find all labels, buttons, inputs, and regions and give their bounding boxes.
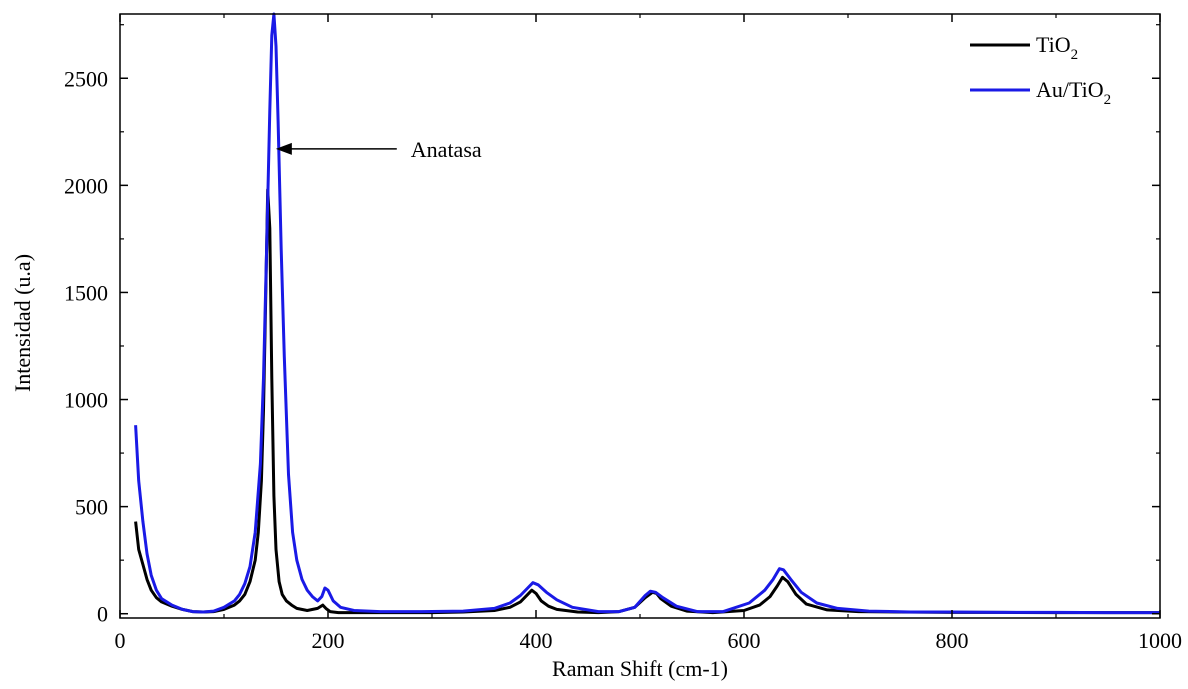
x-axis-title: Raman Shift (cm-1) (552, 656, 728, 681)
annotation-label: Anatasa (411, 137, 482, 162)
plot-area (134, 12, 1160, 615)
x-tick-label: 600 (728, 628, 761, 653)
x-tick-label: 800 (936, 628, 969, 653)
y-tick-label: 500 (75, 495, 108, 520)
y-tick-label: 1500 (64, 280, 108, 305)
x-tick-label: 0 (115, 628, 126, 653)
x-tick-label: 400 (520, 628, 553, 653)
y-tick-label: 1000 (64, 388, 108, 413)
legend: TiO2 Au/TiO2 (970, 32, 1111, 108)
y-tick-label: 2000 (64, 173, 108, 198)
x-tick-label: 1000 (1138, 628, 1182, 653)
y-axis-title: Intensidad (u.a) (10, 254, 35, 392)
legend-label-tio2: TiO2 (1036, 32, 1078, 63)
legend-label-au-tio2: Au/TiO2 (1036, 77, 1111, 108)
annotation-arrow-head (275, 142, 292, 155)
y-tick-label: 2500 (64, 66, 108, 91)
series-line-au-tio2 (134, 12, 1160, 615)
x-tick-label: 200 (312, 628, 345, 653)
y-tick-label: 0 (97, 602, 108, 627)
series-line-tio2 (134, 188, 1160, 615)
annotation-anatasa: Anatasa (275, 137, 482, 162)
axes: 0 200 400 600 800 1000 0 500 1000 1500 2000 2500 (64, 13, 1182, 653)
